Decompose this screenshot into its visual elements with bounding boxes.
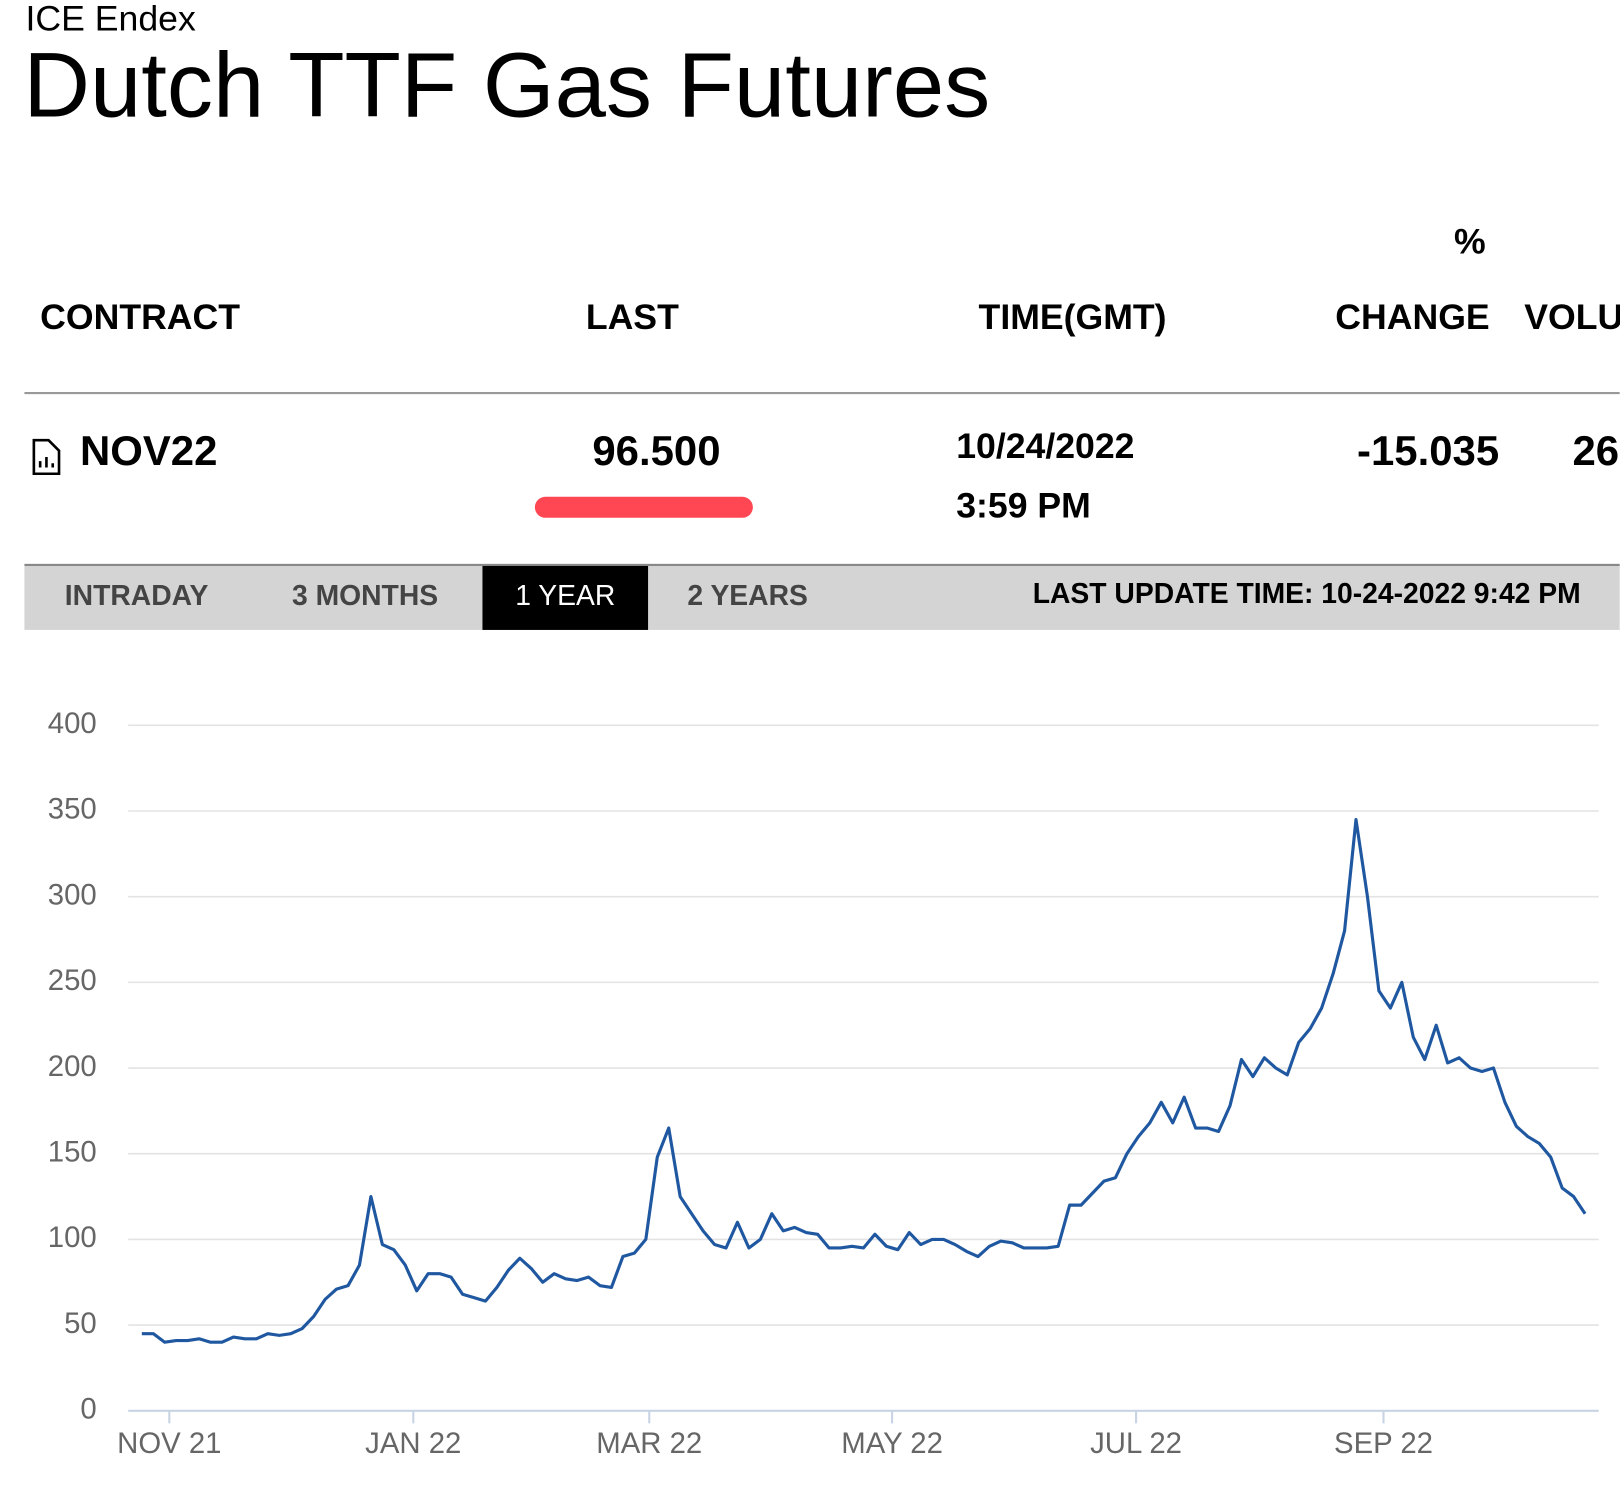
tab[interactable]: INTRADAY: [65, 579, 209, 611]
y-tick-label: 50: [64, 1307, 97, 1340]
tab[interactable]: 1 YEAR: [515, 579, 615, 611]
redaction: [534, 496, 753, 518]
time: 3:59 PM: [956, 486, 1091, 526]
y-tick-label: 250: [48, 964, 97, 997]
y-tick-label: 350: [48, 793, 97, 826]
y-tick-label: 100: [48, 1221, 97, 1254]
exchange: ICE Endex: [25, 0, 195, 38]
date: 10/24/2022: [956, 426, 1134, 466]
x-tick-label: NOV 21: [117, 1427, 221, 1460]
tab[interactable]: 2 YEARS: [687, 579, 808, 611]
contract[interactable]: NOV22: [80, 427, 217, 474]
y-tick-label: 400: [48, 707, 97, 740]
file-icon: [32, 438, 61, 476]
x-tick-label: JAN 22: [365, 1427, 461, 1460]
last-price: 96.500: [592, 427, 720, 474]
x-tick-label: MAR 22: [596, 1427, 702, 1460]
y-tick-label: 300: [48, 878, 97, 911]
change: -15.035: [1357, 427, 1499, 474]
y-tick-label: 0: [80, 1393, 96, 1426]
update-time: LAST UPDATE TIME: 10-24-2022 9:42 PM: [1033, 577, 1581, 609]
tab[interactable]: 3 MONTHS: [292, 579, 438, 611]
col-header: VOLU: [1524, 297, 1620, 337]
x-tick-label: JUL 22: [1090, 1427, 1182, 1460]
tab-active: [482, 565, 649, 630]
x-tick-label: MAY 22: [841, 1427, 943, 1460]
volume: 26: [1573, 427, 1620, 474]
plot: 0 50 100 150 200 250 300 350 400 NOV 21 JAN 22 MAR …: [48, 707, 1599, 1460]
col-header: %: [1454, 222, 1486, 262]
col-header: TIME(GMT): [979, 297, 1167, 337]
y-tick-label: 200: [48, 1050, 97, 1083]
col-header: LAST: [586, 297, 679, 337]
tab-bar: [24, 563, 1620, 630]
price-line: [141, 817, 1587, 1344]
col-header: CONTRACT: [40, 297, 240, 337]
col-header: CHANGE: [1335, 297, 1489, 337]
page-title: Dutch TTF Gas Futures: [23, 34, 990, 137]
y-tick-label: 150: [48, 1135, 97, 1168]
x-tick-label: SEP 22: [1334, 1427, 1433, 1460]
